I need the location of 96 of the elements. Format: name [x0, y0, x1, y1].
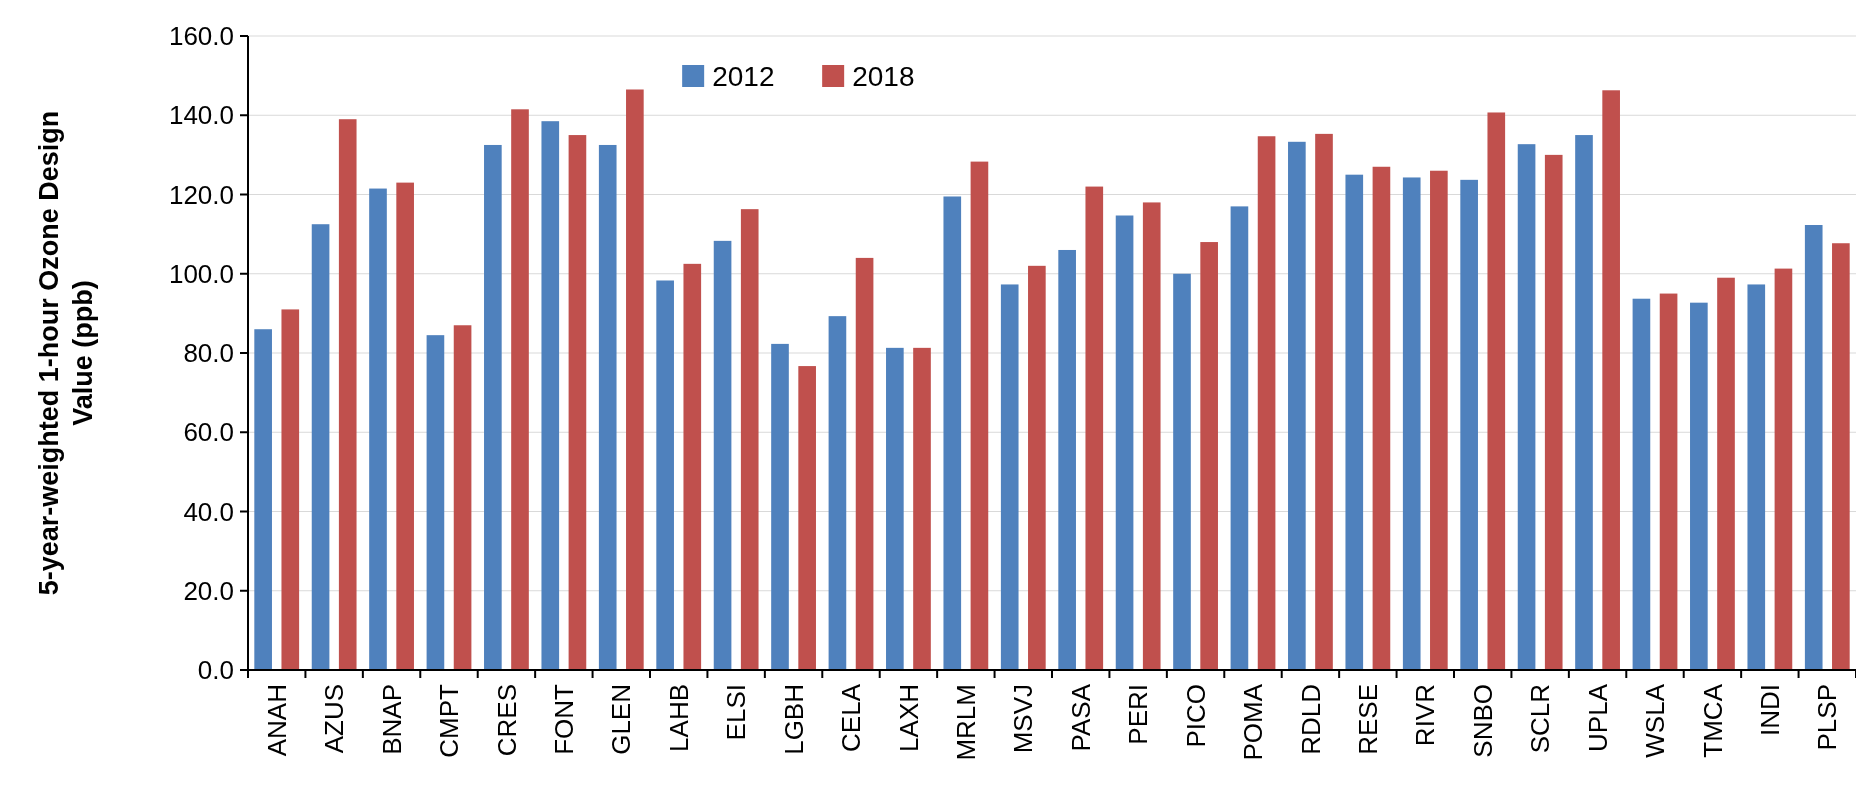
bar: [453, 325, 472, 670]
y-tick-label: 100.0: [168, 258, 234, 289]
bar: [771, 343, 789, 670]
bar: [943, 196, 962, 670]
bar: [913, 347, 931, 670]
x-tick-label: MSVJ: [1008, 684, 1039, 754]
bar: [1575, 135, 1593, 670]
bar: [970, 161, 989, 670]
bar: [369, 188, 387, 670]
bar: [598, 144, 617, 670]
x-tick-label: RESE: [1352, 684, 1383, 755]
bar: [1028, 265, 1046, 670]
bar: [1690, 302, 1708, 670]
x-tick-label: LAHB: [663, 684, 694, 752]
bar: [511, 109, 529, 670]
bar: [396, 182, 414, 670]
y-tick-label: 40.0: [183, 496, 234, 527]
bar: [281, 309, 300, 670]
bar: [1372, 166, 1391, 670]
bar: [1487, 112, 1506, 670]
x-tick-label: ELSI: [721, 684, 752, 741]
bar: [1173, 273, 1191, 670]
x-tick-label: POMA: [1238, 683, 1269, 761]
x-tick-label: WSLA: [1640, 683, 1671, 758]
bar: [1288, 141, 1306, 670]
bar: [1402, 177, 1421, 670]
bar: [1747, 284, 1766, 670]
x-tick-label: LGBH: [778, 684, 809, 755]
bar: [1115, 215, 1134, 670]
x-tick-label: CELA: [836, 683, 867, 752]
bar: [1200, 242, 1218, 670]
bar: [1832, 243, 1850, 670]
x-tick-label: INDI: [1754, 684, 1785, 736]
bar: [656, 280, 674, 670]
x-tick-label: CMPT: [434, 683, 465, 758]
bar: [855, 257, 874, 670]
legend-label: 2018: [852, 60, 915, 92]
bar: [541, 121, 560, 670]
y-tick-label: 140.0: [168, 100, 234, 131]
bar: [1345, 174, 1364, 670]
x-tick-label: TMCA: [1697, 683, 1728, 758]
x-tick-label: PICO: [1180, 684, 1211, 748]
x-tick-label: UPLA: [1582, 683, 1613, 752]
y-tick-label: 20.0: [183, 575, 234, 606]
x-tick-label: CRES: [491, 684, 522, 757]
bar: [683, 263, 702, 670]
x-tick-label: RDLD: [1295, 684, 1326, 755]
bar: [798, 366, 816, 670]
bar: [1000, 284, 1019, 670]
legend-label: 2012: [712, 60, 775, 92]
bar: [740, 209, 759, 670]
x-tick-label: LAXH: [893, 684, 924, 752]
bar: [1544, 154, 1563, 670]
x-tick-label: BNAP: [376, 684, 407, 755]
x-tick-label: RIVR: [1410, 684, 1441, 747]
x-tick-label: GLEN: [606, 684, 637, 755]
bar: [1659, 293, 1678, 670]
bar: [1804, 225, 1823, 670]
bar: [484, 144, 502, 670]
x-tick-label: PASA: [1065, 683, 1096, 752]
bar: [426, 335, 445, 670]
bar: [1230, 206, 1249, 670]
bar: [828, 316, 847, 670]
bar: [568, 135, 587, 670]
bar: [1142, 202, 1161, 670]
y-tick-label: 0.0: [197, 655, 234, 686]
bar: [1602, 90, 1620, 670]
bar: [1632, 298, 1651, 670]
bar: [338, 119, 357, 670]
bar: [1315, 133, 1333, 670]
y-axis-title: 5-year-weighted 1-hour Ozone Design Value (ppb): [34, 110, 98, 596]
bar: [311, 224, 330, 670]
bar: [1517, 144, 1536, 670]
bar: [254, 329, 272, 670]
bar: [626, 89, 644, 670]
x-tick-label: PERI: [1123, 684, 1154, 745]
bar: [1774, 268, 1793, 670]
bar: [1430, 170, 1448, 670]
y-tick-label: 60.0: [183, 417, 234, 448]
x-tick-label: ANAH: [261, 684, 292, 757]
x-tick-label: SCLR: [1525, 684, 1556, 754]
y-tick-label: 80.0: [183, 338, 234, 369]
bar: [1085, 186, 1104, 670]
x-tick-label: PLSP: [1812, 684, 1843, 751]
bar: [1257, 136, 1276, 670]
bar: [713, 240, 732, 670]
y-tick-label: 160.0: [168, 21, 234, 52]
x-tick-label: SNBO: [1467, 684, 1498, 758]
x-tick-label: AZUS: [319, 684, 350, 754]
y-tick-label: 120.0: [168, 179, 234, 210]
bar: [1460, 179, 1478, 670]
x-tick-label: MRLM: [950, 684, 981, 761]
bar: [886, 347, 904, 670]
x-tick-label: FONT: [548, 683, 579, 755]
bar: [1717, 277, 1735, 670]
bar: [1058, 249, 1076, 670]
